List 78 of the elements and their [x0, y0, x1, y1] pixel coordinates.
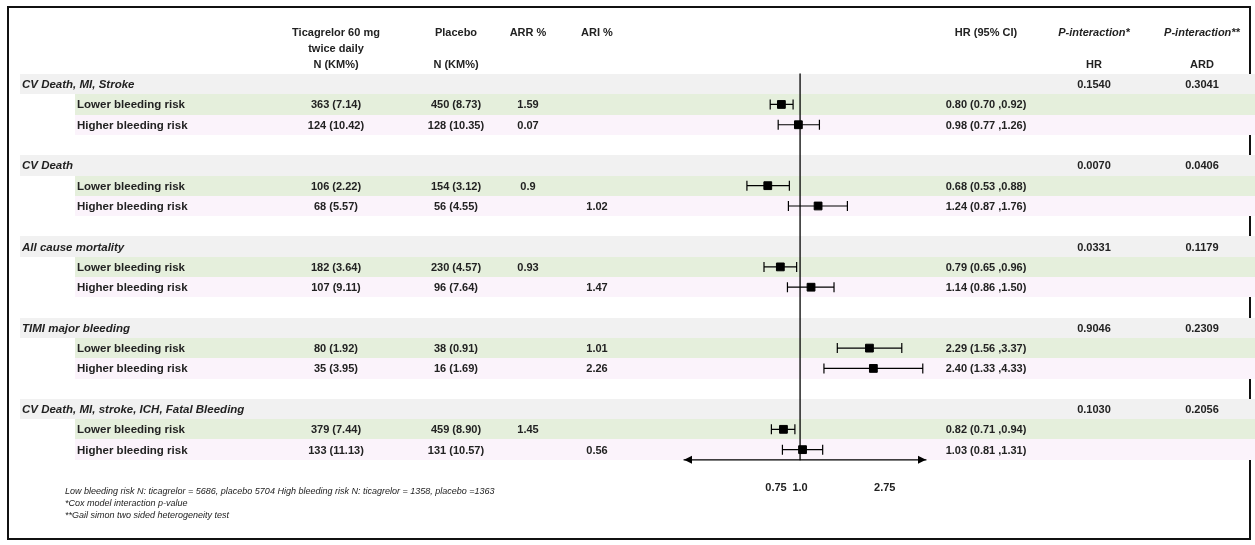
category-label: Higher bleeding risk	[77, 281, 188, 294]
text: 133 (11.13)	[308, 443, 364, 456]
category-label: Higher bleeding risk	[77, 443, 188, 456]
text: 0.1179	[1185, 240, 1219, 253]
text: 0.68 (0.53 ,0.88)	[945, 179, 1027, 192]
category-label: Higher bleeding risk	[77, 199, 188, 212]
text: 124 (10.42)	[307, 118, 365, 131]
category-label: CV Death, MI, stroke, ICH, Fatal Bleeding	[22, 403, 245, 416]
text: 0.93	[517, 260, 539, 273]
text: 0.07	[517, 118, 539, 131]
text: 1.45	[517, 423, 539, 436]
text: 0.1030	[1077, 403, 1111, 416]
text: 106 (2.22)	[310, 179, 362, 192]
category-label: Lower bleeding risk	[77, 260, 185, 273]
text: 2.26	[586, 362, 608, 375]
category-label: Lower bleeding risk	[77, 98, 185, 111]
text: 459 (8.90)	[430, 423, 482, 436]
category-label: CV Death, MI, Stroke	[22, 78, 135, 91]
text: 1.47	[586, 281, 608, 294]
text: 379 (7.44)	[310, 423, 362, 436]
text: 38 (0.91)	[433, 342, 479, 355]
category-label: Higher bleeding risk	[77, 118, 188, 131]
text: 1.14 (0.86 ,1.50)	[945, 281, 1027, 294]
category-label: Lower bleeding risk	[77, 179, 185, 192]
text: 2.29 (1.56 ,3.37)	[945, 342, 1027, 355]
category-label: CV Death	[22, 159, 74, 172]
text: 230 (4.57)	[430, 260, 482, 273]
text: **Gail simon two sided heterogeneity test	[65, 510, 230, 520]
category-label: ARI %	[581, 25, 613, 40]
category-label: Lower bleeding risk	[77, 423, 185, 436]
text: 35 (3.95)	[313, 362, 359, 375]
text: 0.56	[586, 443, 608, 456]
text: 1.02	[586, 199, 608, 212]
text: 0.9046	[1077, 321, 1111, 334]
text: 0.3041	[1185, 78, 1219, 91]
category-label: ARR %	[509, 25, 547, 40]
text: 0.0070	[1077, 159, 1111, 172]
category-label: P-interaction* HR	[1058, 26, 1130, 70]
text: 128 (10.35)	[427, 118, 485, 131]
x-tick-label: 0.75	[765, 481, 787, 494]
text: 0.1540	[1077, 78, 1111, 91]
text: 0.2056	[1185, 403, 1219, 416]
text: 363 (7.14)	[310, 98, 362, 111]
text: 107 (9.11)	[311, 281, 361, 294]
text: 182 (3.64)	[310, 260, 362, 273]
text: 0.2309	[1185, 321, 1219, 334]
text: 0.80 (0.70 ,0.92)	[945, 98, 1027, 111]
text: 56 (4.55)	[433, 199, 479, 212]
category-label: TIMI major bleeding	[22, 321, 130, 334]
category-label: Placebo N (KM%)	[433, 26, 479, 70]
text: 1.59	[517, 98, 539, 111]
text: 0.98 (0.77 ,1.26)	[945, 118, 1027, 131]
text: 16 (1.69)	[433, 362, 479, 375]
text: 68 (5.57)	[313, 199, 359, 212]
text: 80 (1.92)	[313, 342, 359, 355]
category-label: Ticagrelor 60 mg twice daily N (KM%)	[292, 25, 380, 72]
text: Low bleeding risk N: ticagrelor = 5686, placebo 5704 High bleeding risk N: ticagrelor = 1358, placebo =1363	[65, 486, 495, 496]
text: 1.01	[586, 342, 608, 355]
text: 154 (3.12)	[430, 179, 482, 192]
category-label: All cause mortality	[22, 240, 125, 253]
category-label: Higher bleeding risk	[77, 362, 188, 375]
text: 450 (8.73)	[430, 98, 482, 111]
text: 0.9	[520, 179, 536, 192]
text: 0.0331	[1077, 240, 1111, 253]
text: 96 (7.64)	[433, 281, 479, 294]
text: 1.03 (0.81 ,1.31)	[945, 443, 1027, 456]
x-tick-label: 2.75	[874, 481, 896, 494]
category-label: HR (95% CI)	[954, 25, 1018, 40]
text: 0.79 (0.65 ,0.96)	[945, 260, 1027, 273]
text: *Cox model interaction p-value	[65, 498, 188, 508]
text: 131 (10.57)	[427, 443, 485, 456]
text: 0.82 (0.71 ,0.94)	[945, 423, 1027, 436]
x-tick-label: 1.0	[792, 481, 808, 494]
category-label: Lower bleeding risk	[77, 342, 185, 355]
text: 0.0406	[1185, 159, 1219, 172]
category-label: P-interaction** ARD	[1164, 26, 1240, 70]
text: 2.40 (1.33 ,4.33)	[945, 362, 1027, 375]
text: 1.24 (0.87 ,1.76)	[945, 199, 1027, 212]
